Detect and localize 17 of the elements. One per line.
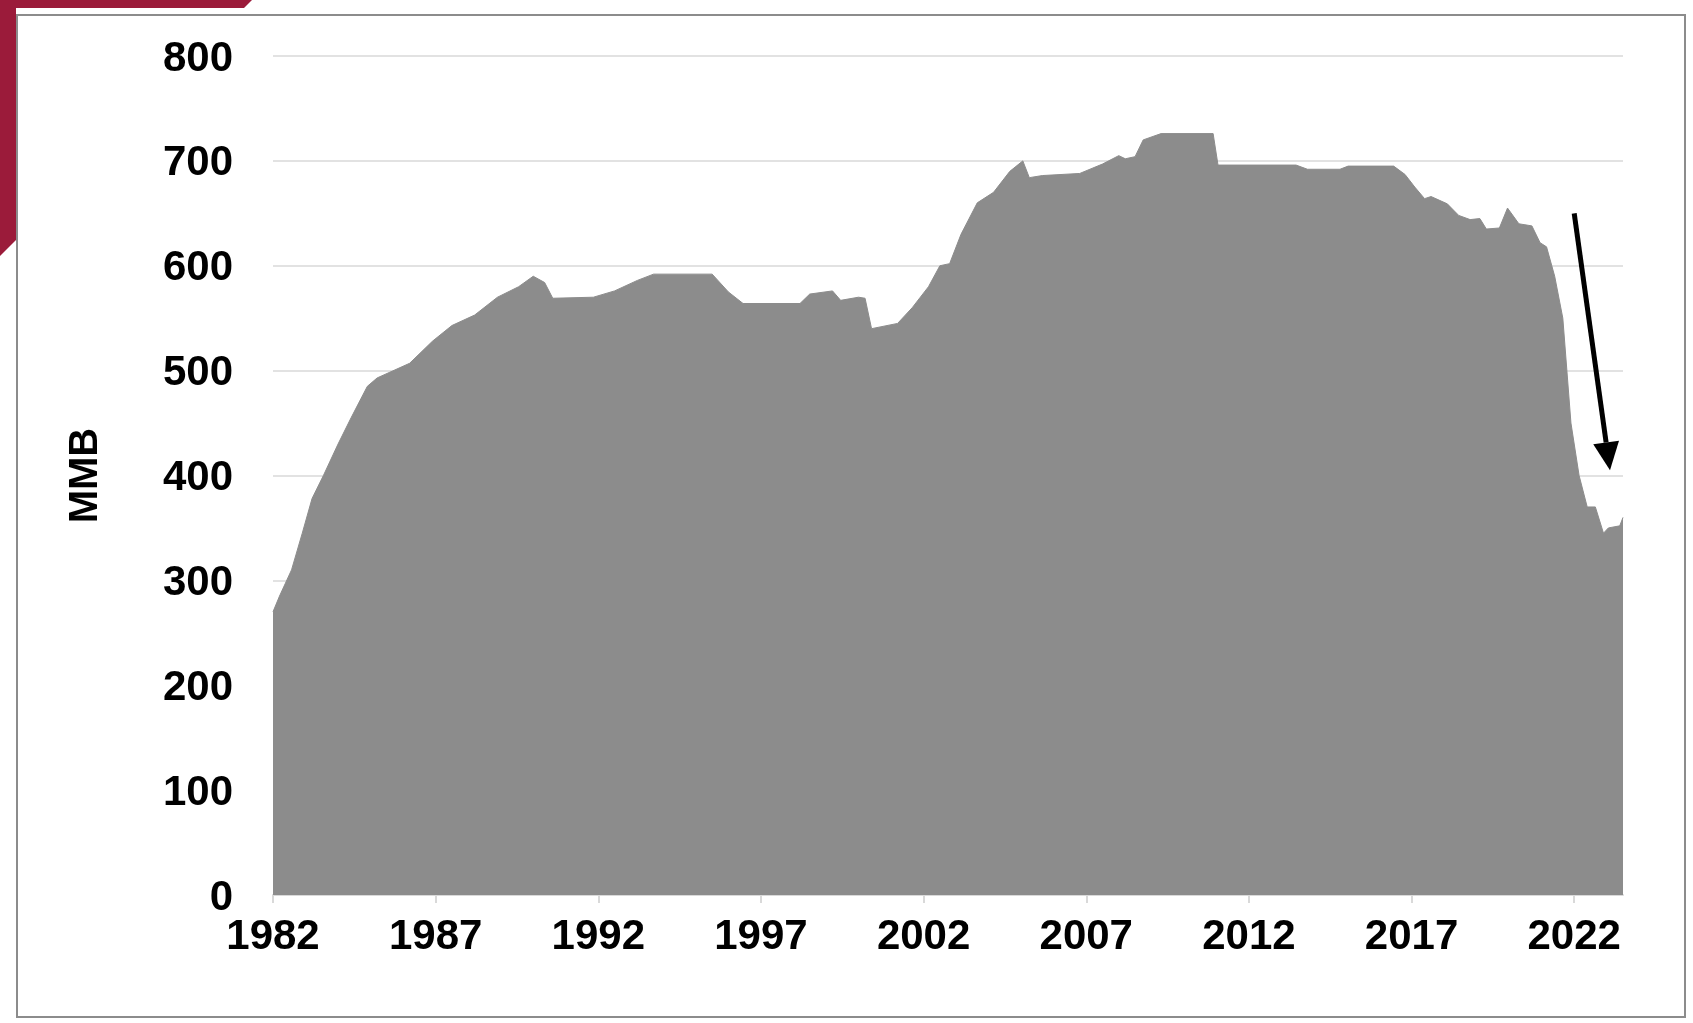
y-tick-label: 700 (162, 137, 233, 185)
x-tick-label: 1987 (388, 910, 483, 958)
x-tick-label: 2007 (1039, 910, 1133, 958)
x-tick-label: 1997 (714, 910, 808, 958)
y-tick-label: 500 (162, 347, 233, 395)
x-tick-label: 1992 (551, 910, 646, 958)
y-tick-label: 200 (162, 661, 233, 709)
y-tick-label: 300 (162, 556, 233, 604)
x-tick-label: 2002 (876, 910, 971, 958)
x-tick-label: 2012 (1202, 910, 1296, 958)
y-axis-title: MMB (61, 427, 105, 524)
y-tick-label: 100 (162, 766, 233, 814)
x-tick-label: 2022 (1527, 910, 1621, 958)
x-tick-label: 2017 (1364, 910, 1459, 958)
y-tick-label: 800 (162, 32, 233, 80)
y-tick-label: 600 (162, 242, 233, 290)
y-tick-label: 400 (162, 452, 233, 499)
